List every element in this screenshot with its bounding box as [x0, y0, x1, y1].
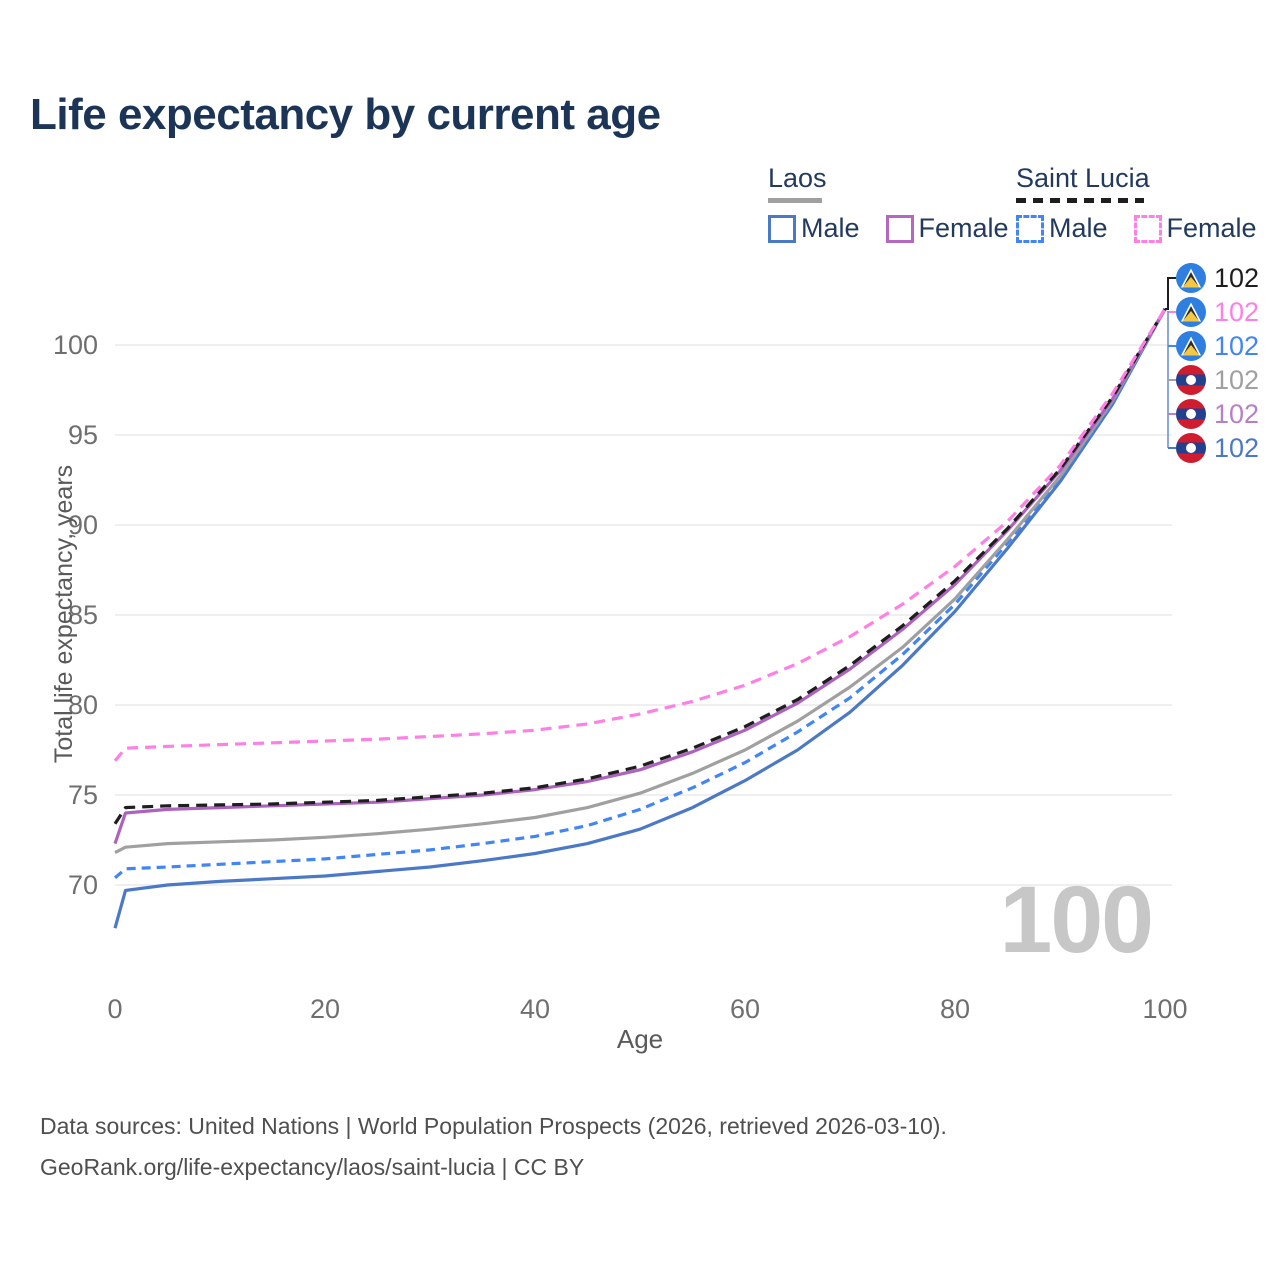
laos-male-swatch-icon [768, 214, 796, 243]
age-watermark: 100 [999, 867, 1152, 973]
end-label-value: 102 [1214, 330, 1260, 361]
legend-item-label: Female [1166, 213, 1257, 243]
end-label-row[interactable]: 102 [1176, 365, 1259, 395]
saint-lucia-male-swatch-icon [1016, 214, 1044, 243]
laos-flag-icon [1176, 433, 1206, 463]
y-tick-label: 80 [68, 690, 98, 720]
laos-flag-icon [1176, 365, 1206, 395]
end-label-row[interactable]: 102 [1176, 433, 1259, 463]
y-tick-label: 90 [68, 510, 98, 540]
legend-item-label: Male [801, 213, 860, 243]
series-line-saint-lucia-all[interactable] [113, 308, 1167, 825]
laos-flag-icon [1176, 399, 1206, 429]
footer-data-sources: Data sources: United Nations | World Pop… [40, 1113, 947, 1139]
legend-group-saint-lucia: Saint Lucia Male Female [1016, 163, 1257, 244]
page-title: Life expectancy by current age [30, 90, 661, 139]
legend-item-saint-lucia-female[interactable]: Female [1133, 213, 1257, 244]
legend-item-laos-male[interactable]: Male [768, 213, 860, 244]
x-tick-label: 20 [310, 994, 340, 1024]
x-axis-title: Age [617, 1024, 663, 1054]
legend-header-laos[interactable]: Laos [768, 163, 827, 193]
series-line-saint-lucia-female[interactable] [113, 308, 1167, 762]
end-label-value: 102 [1214, 398, 1260, 429]
y-tick-label: 75 [68, 780, 98, 810]
legend-item-label: Female [918, 213, 1009, 243]
y-axis-title: Total life expectancy, years [50, 465, 78, 763]
legend-item-saint-lucia-male[interactable]: Male [1016, 213, 1108, 244]
end-label-row[interactable]: 102 [1176, 331, 1259, 361]
end-label-value: 102 [1214, 262, 1260, 293]
series-line-laos-female[interactable] [113, 308, 1167, 845]
legend-underline-solid [768, 198, 822, 203]
y-tick-label: 70 [68, 870, 98, 900]
end-label-value: 102 [1214, 296, 1260, 327]
y-tick-label: 95 [68, 420, 98, 450]
legend-header-saint-lucia[interactable]: Saint Lucia [1016, 163, 1150, 193]
legend-underline-dashed [1016, 198, 1144, 203]
series-line-laos-all[interactable] [114, 308, 1167, 855]
end-label-row[interactable]: 102 [1176, 263, 1259, 293]
saint-lucia-flag-icon [1176, 263, 1206, 293]
footer: Data sources: United Nations | World Pop… [40, 1106, 947, 1188]
legend-item-laos-female[interactable]: Female [885, 213, 1009, 244]
end-label-row[interactable]: 102 [1176, 399, 1259, 429]
y-tick-label: 85 [68, 600, 98, 630]
footer-attribution: GeoRank.org/life-expectancy/laos/saint-l… [40, 1154, 585, 1180]
series-line-saint-lucia-male[interactable] [113, 308, 1167, 880]
series-line-laos-male[interactable] [113, 308, 1167, 929]
legend-group-laos: Laos Male Female [768, 163, 1009, 244]
end-label-value: 102 [1214, 432, 1260, 463]
saint-lucia-flag-icon [1176, 297, 1206, 327]
end-label-value: 102 [1214, 364, 1260, 395]
y-tick-label: 100 [53, 330, 98, 360]
x-tick-label: 40 [520, 994, 550, 1024]
saint-lucia-flag-icon [1176, 331, 1206, 361]
laos-female-swatch-icon [885, 214, 914, 243]
legend-item-label: Male [1049, 213, 1108, 243]
saint-lucia-female-swatch-icon [1133, 214, 1162, 243]
x-tick-label: 100 [1142, 994, 1187, 1024]
x-tick-label: 0 [107, 994, 122, 1024]
x-tick-label: 80 [940, 994, 970, 1024]
leader-line [1165, 277, 1176, 310]
end-label-row[interactable]: 102 [1176, 297, 1259, 327]
x-tick-label: 60 [730, 994, 760, 1024]
